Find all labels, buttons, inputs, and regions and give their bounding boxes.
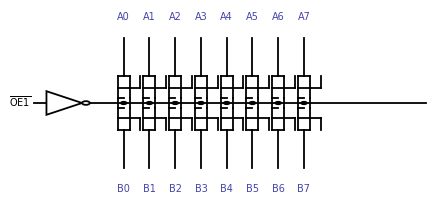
Circle shape <box>275 102 281 104</box>
Text: A2: A2 <box>169 12 182 22</box>
Circle shape <box>121 102 127 104</box>
Text: A5: A5 <box>246 12 259 22</box>
Text: B5: B5 <box>246 184 259 194</box>
Text: A7: A7 <box>298 12 311 22</box>
Text: B3: B3 <box>194 184 207 194</box>
Text: B0: B0 <box>117 184 130 194</box>
Text: A0: A0 <box>118 12 130 22</box>
Text: A6: A6 <box>272 12 285 22</box>
Text: A4: A4 <box>220 12 233 22</box>
Circle shape <box>198 102 204 104</box>
Text: B1: B1 <box>143 184 156 194</box>
Circle shape <box>301 102 307 104</box>
Circle shape <box>172 102 178 104</box>
Text: B4: B4 <box>220 184 233 194</box>
Text: B2: B2 <box>169 184 182 194</box>
Text: B6: B6 <box>272 184 285 194</box>
Circle shape <box>224 102 230 104</box>
Text: $\overline{\mathrm{OE1}}$: $\overline{\mathrm{OE1}}$ <box>9 95 31 109</box>
Text: B7: B7 <box>298 184 311 194</box>
Circle shape <box>249 102 255 104</box>
Text: A3: A3 <box>194 12 207 22</box>
Circle shape <box>146 102 152 104</box>
Text: A1: A1 <box>143 12 156 22</box>
